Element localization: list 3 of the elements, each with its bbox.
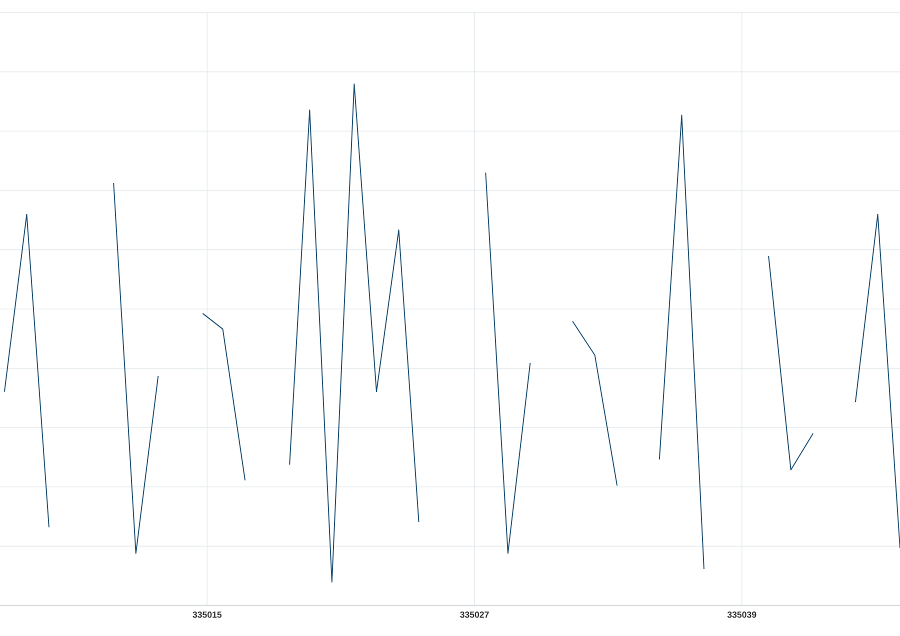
x-tick-label: 335027: [460, 612, 489, 618]
x-tick-label: 335039: [727, 612, 756, 618]
x-tick-label: 335015: [192, 612, 222, 618]
